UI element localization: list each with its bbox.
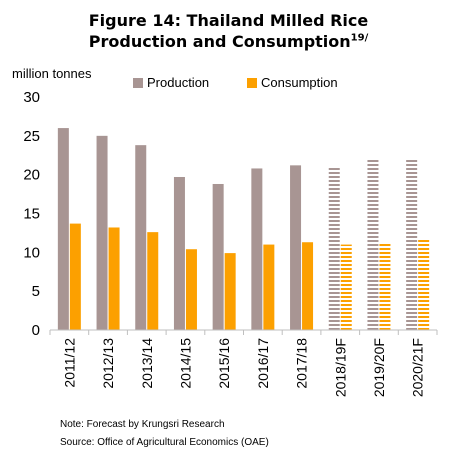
bar-production-2018-19f xyxy=(328,166,340,330)
bar-consumption-2020-21f xyxy=(418,238,430,330)
bar-consumption-2012-13 xyxy=(108,227,120,330)
footnote-marker: 19/ xyxy=(350,32,369,44)
bar-production-2011-12 xyxy=(57,128,69,330)
chart-title: Figure 14: Thailand Milled Rice Producti… xyxy=(0,10,457,52)
x-tick-label-2016-17: 2016/17 xyxy=(255,338,271,389)
x-tick-label-2020-21f: 2020/21F xyxy=(410,338,426,397)
bar-consumption-2015-16 xyxy=(224,253,236,330)
y-tick-label-25: 25 xyxy=(23,128,40,145)
bars-group xyxy=(57,128,430,330)
legend-item-production: Production xyxy=(133,75,209,90)
x-tick-label-2015-16: 2015/16 xyxy=(216,338,232,389)
bar-production-2019-20f xyxy=(367,159,379,330)
x-tick-label-2013-14: 2013/14 xyxy=(139,338,155,389)
y-tick-label-5: 5 xyxy=(32,283,40,300)
bar-production-2016-17 xyxy=(251,168,263,330)
bar-consumption-2018-19f xyxy=(340,244,352,330)
bar-consumption-2016-17 xyxy=(263,244,275,330)
legend-item-consumption: Consumption xyxy=(247,75,338,90)
y-tick-label-0: 0 xyxy=(32,322,40,339)
source-note: Source: Office of Agricultural Economics… xyxy=(60,437,269,448)
y-tick-label-10: 10 xyxy=(23,244,40,261)
y-tick-label-15: 15 xyxy=(23,206,40,223)
bar-production-2015-16 xyxy=(212,183,224,330)
legend-label-consumption: Consumption xyxy=(261,75,338,90)
bar-production-2017-18 xyxy=(290,165,302,330)
x-tick-label-2019-20f: 2019/20F xyxy=(371,338,387,397)
bar-consumption-2013-14 xyxy=(147,232,159,330)
x-axis: 2011/12 2012/13 2013/14 2014/15 2015/16 2016/… xyxy=(49,330,438,397)
bar-consumption-2017-18 xyxy=(302,242,314,330)
x-tick-label-2012-13: 2012/13 xyxy=(100,338,116,389)
forecast-note: Note: Forecast by Krungsri Research xyxy=(60,419,225,430)
x-tick-label-2014-15: 2014/15 xyxy=(177,338,193,389)
x-tick-label-2017-18: 2017/18 xyxy=(294,338,310,389)
y-axis: 0 5 10 15 20 25 30 xyxy=(23,89,40,339)
bar-production-2014-15 xyxy=(173,176,185,330)
bar-consumption-2019-20f xyxy=(379,242,391,330)
y-axis-unit-label: million tonnes xyxy=(12,66,92,81)
bar-production-2012-13 xyxy=(96,135,108,330)
bar-consumption-2011-12 xyxy=(69,223,81,330)
bar-production-2020-21f xyxy=(406,159,418,330)
legend-label-production: Production xyxy=(147,75,210,90)
y-tick-label-20: 20 xyxy=(23,167,40,184)
x-tick-label-2018-19f: 2018/19F xyxy=(332,338,348,397)
y-tick-label-30: 30 xyxy=(23,89,40,106)
legend-swatch-production xyxy=(133,77,143,88)
bar-consumption-2014-15 xyxy=(185,249,197,330)
chart-title-line-2: Production and Consumption19/ xyxy=(0,31,457,52)
legend-swatch-consumption xyxy=(247,77,257,88)
chart-title-line-1: Figure 14: Thailand Milled Rice xyxy=(88,11,369,30)
chart-title-line-2-text: Production and Consumption xyxy=(88,32,351,51)
x-tick-label-2011-12: 2011/12 xyxy=(61,338,77,388)
bar-production-2013-14 xyxy=(135,145,147,330)
